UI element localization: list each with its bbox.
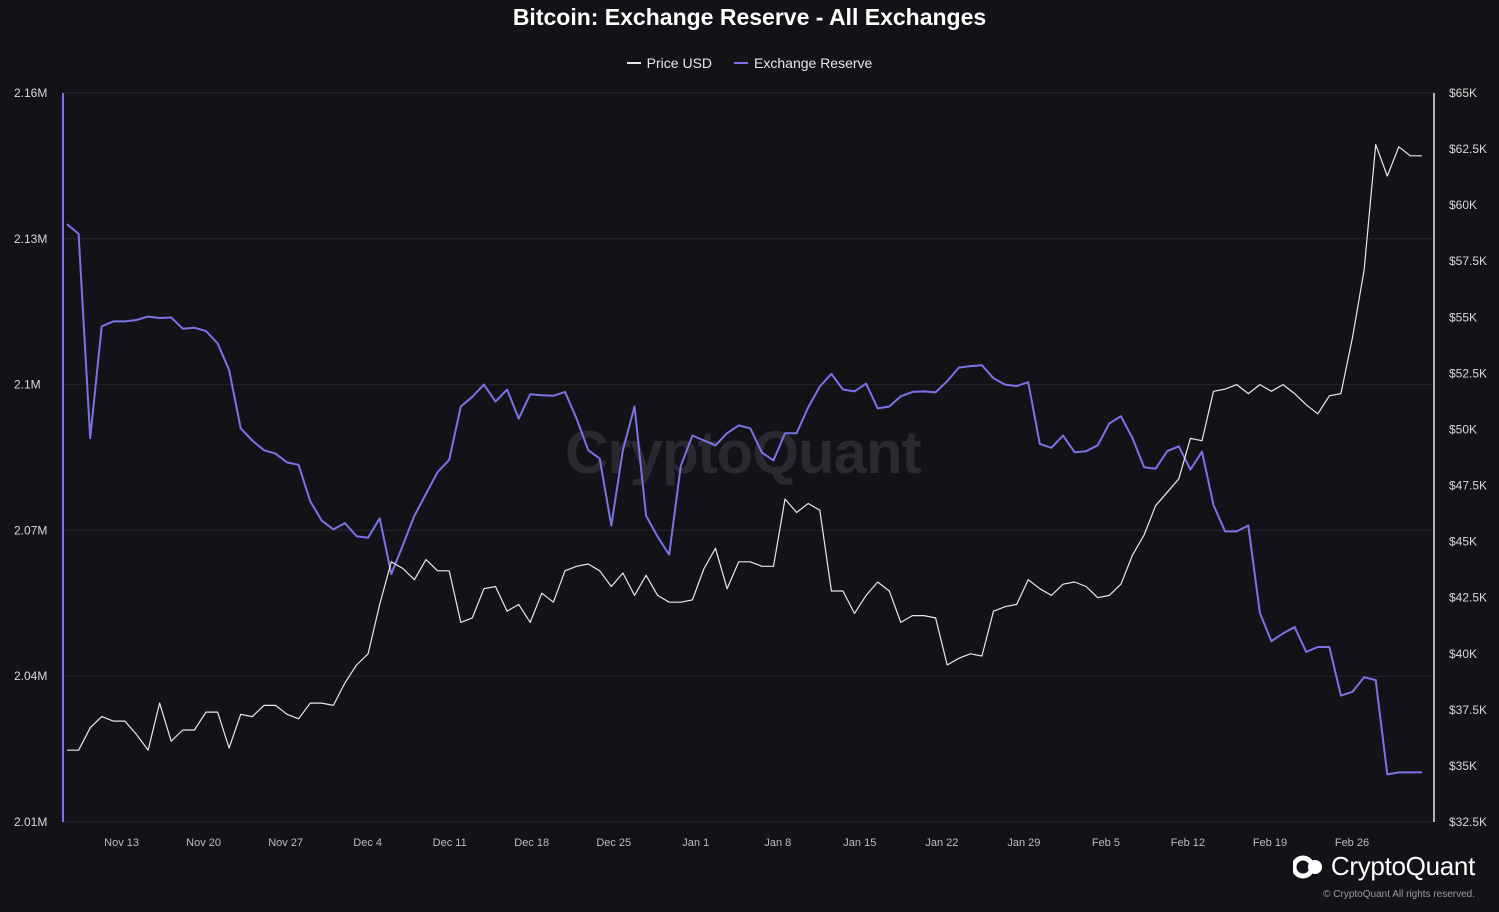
brand-logo: CryptoQuant — [1292, 851, 1475, 882]
x-tick-label: Dec 4 — [353, 837, 382, 849]
right-tick-label: $42.5K — [1449, 591, 1487, 605]
right-tick-label: $47.5K — [1449, 479, 1487, 493]
x-tick-label: Feb 12 — [1171, 837, 1205, 849]
x-tick-label: Dec 11 — [433, 837, 467, 849]
x-tick-label: Jan 15 — [843, 837, 876, 849]
x-tick-label: Jan 1 — [682, 837, 709, 849]
grid — [63, 92, 1434, 823]
left-axis: 2.01M 2.04M 2.07M 2.1M 2.13M 2.16M — [14, 86, 64, 829]
right-tick-label: $45K — [1449, 535, 1477, 549]
x-axis: Nov 13 Nov 20 Nov 27 Dec 4 Dec 11 Dec 18 Dec 2… — [104, 837, 1369, 849]
left-tick-label: 2.04M — [14, 669, 47, 683]
legend-swatch-reserve — [734, 62, 749, 64]
right-tick-label: $65K — [1449, 86, 1477, 100]
right-tick-label: $32.5K — [1449, 815, 1487, 829]
right-tick-label: $62.5K — [1449, 142, 1487, 156]
right-tick-label: $35K — [1449, 759, 1477, 773]
watermark: CryptoQuant — [565, 419, 922, 486]
x-tick-label: Nov 27 — [268, 837, 303, 849]
cryptoquant-logo-icon — [1292, 855, 1322, 878]
right-tick-label: $37.5K — [1449, 703, 1487, 717]
right-tick-label: $50K — [1449, 422, 1477, 436]
legend-item-reserve[interactable]: Exchange Reserve — [734, 55, 872, 71]
left-tick-label: 2.07M — [14, 523, 47, 537]
copyright: © CryptoQuant All rights reserved. — [1323, 889, 1475, 900]
x-tick-label: Feb 19 — [1253, 837, 1287, 849]
reserve-line — [66, 223, 1422, 776]
x-tick-label: Jan 22 — [925, 837, 958, 849]
legend-label-price: Price USD — [646, 55, 713, 71]
right-tick-label: $57.5K — [1449, 254, 1487, 268]
series-layer — [66, 144, 1422, 776]
x-tick-label: Jan 8 — [764, 837, 791, 849]
price-line — [67, 144, 1422, 751]
x-tick-label: Dec 25 — [596, 837, 631, 849]
x-tick-label: Nov 13 — [104, 837, 139, 849]
brand-name: CryptoQuant — [1330, 851, 1475, 881]
x-tick-label: Dec 18 — [514, 837, 549, 849]
legend-swatch-price — [626, 62, 641, 64]
x-tick-label: Nov 20 — [186, 837, 221, 849]
left-tick-label: 2.01M — [14, 815, 47, 829]
left-tick-label: 2.1M — [14, 378, 41, 392]
right-tick-label: $52.5K — [1449, 366, 1487, 380]
x-tick-label: Jan 29 — [1007, 837, 1040, 849]
left-tick-label: 2.13M — [14, 232, 47, 246]
right-tick-label: $55K — [1449, 310, 1477, 324]
chart-title: Bitcoin: Exchange Reserve - All Exchange… — [512, 4, 987, 30]
x-tick-label: Feb 5 — [1092, 837, 1120, 849]
legend-item-price[interactable]: Price USD — [626, 55, 713, 71]
right-tick-label: $40K — [1449, 647, 1477, 661]
right-tick-label: $60K — [1449, 198, 1477, 212]
right-axis: $32.5K $35K $37.5K $40K $42.5K $45K $47.5K $50K… — [1433, 86, 1487, 829]
legend-label-reserve: Exchange Reserve — [754, 55, 873, 71]
legend: Price USD Exchange Reserve — [0, 55, 1499, 71]
x-tick-label: Feb 26 — [1335, 837, 1369, 849]
left-tick-label: 2.16M — [14, 86, 47, 100]
